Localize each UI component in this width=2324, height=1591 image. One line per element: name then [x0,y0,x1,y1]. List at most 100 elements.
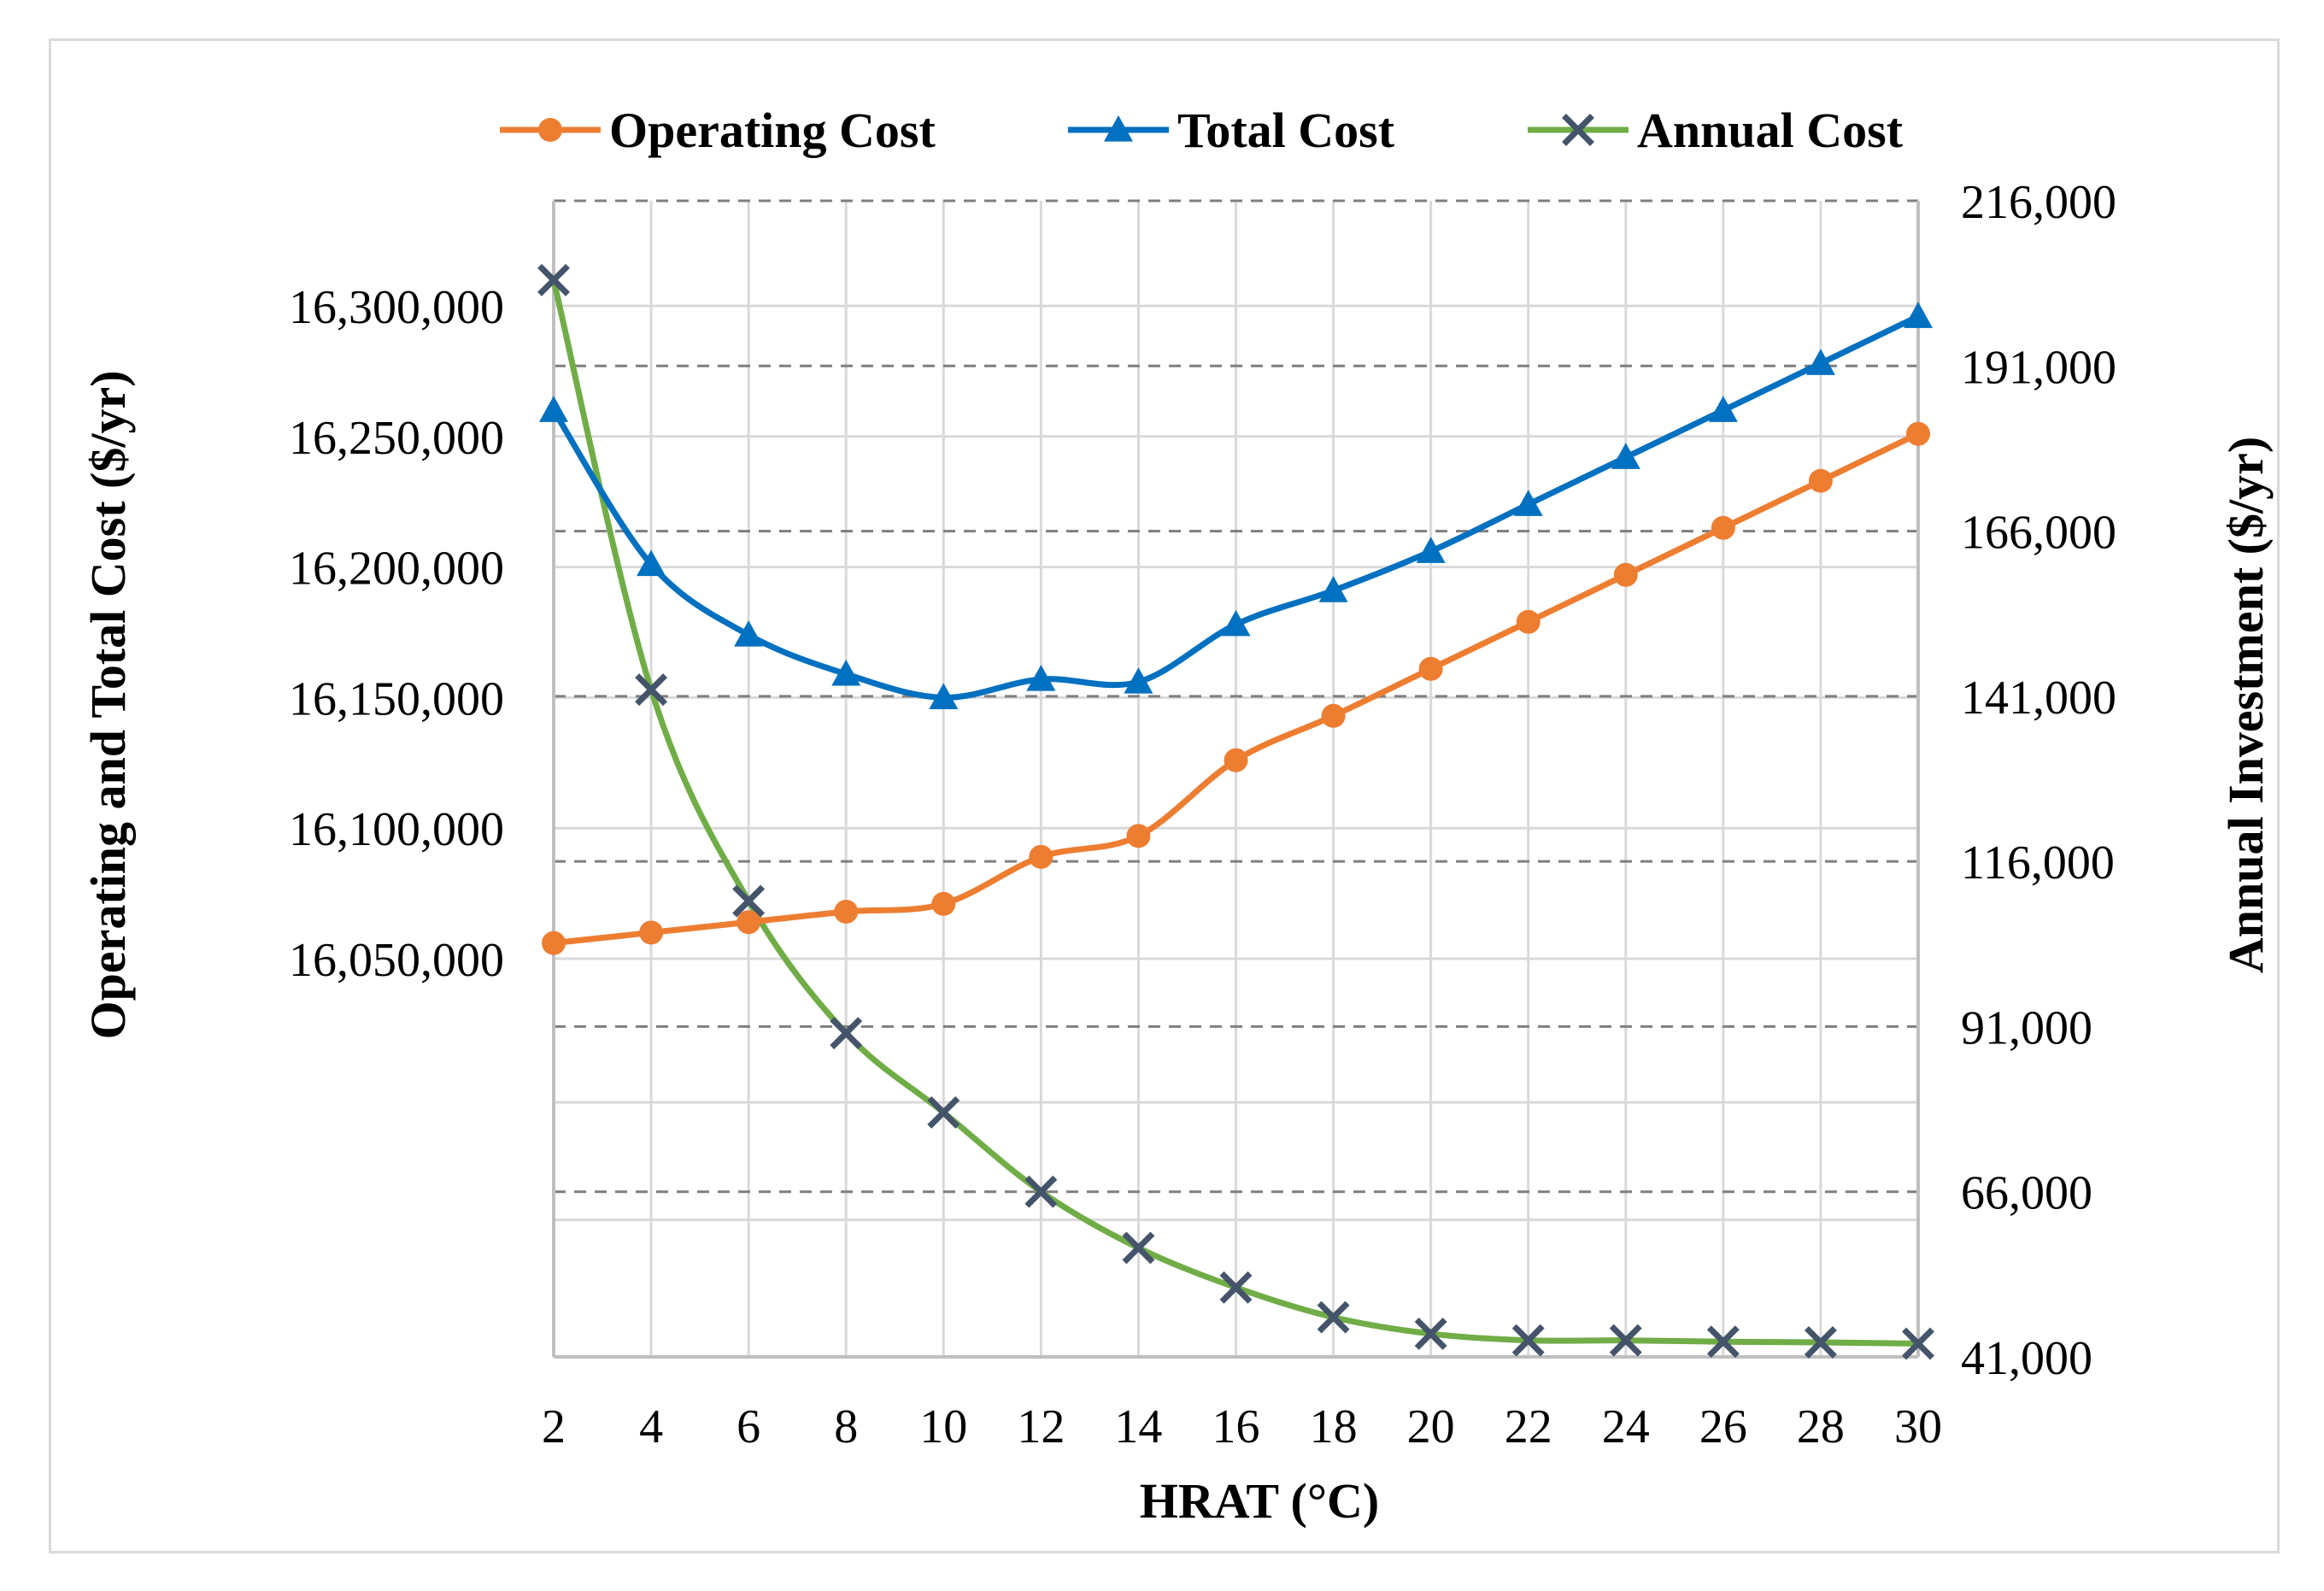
legend-item-annual-cost: Annual Cost [1528,103,1904,158]
y-right-tick-label: 66,000 [1961,1167,2092,1220]
x-tick-label: 14 [1114,1400,1162,1453]
right-axis-gridlines [554,199,1918,1194]
operating-cost-point [737,910,761,935]
total-cost-point [1416,537,1446,563]
legend-item-operating-cost: Operating Cost [500,103,936,158]
x-tick-label: 16 [1212,1400,1260,1453]
operating-cost-point [1126,824,1151,848]
y-axis-right-title: Annual Investment ($/yr) [2218,437,2274,973]
operating-cost-point [1321,703,1346,728]
x-tick-label: 6 [737,1400,760,1453]
x-marker-stroke [1024,1175,1058,1208]
total-cost-point [1513,490,1543,516]
total-cost-point [1221,609,1251,637]
total-cost-point [1611,443,1640,469]
total-cost-point [929,683,959,709]
total-cost-point [831,659,861,686]
annual-cost-point [537,263,570,296]
y-left-tick-label: 16,250,000 [289,412,504,465]
y-axis-left-title: Operating and Total Cost ($/yr) [80,370,136,1039]
operating-cost-point [1418,656,1443,681]
y-right-tick-label: 216,000 [1961,176,2116,229]
x-tick-label: 2 [542,1400,566,1453]
annual-cost-point [635,673,668,707]
axes [552,201,1920,1359]
total-cost-point [539,396,568,422]
total-cost-point [1124,667,1153,694]
legend-swatch-marker [1104,115,1133,142]
total-cost-point [1904,302,1933,328]
x-tick-label: 24 [1602,1400,1650,1453]
x-tick-label: 10 [919,1400,967,1453]
y-left-tick-label: 16,200,000 [289,543,504,596]
legend-swatch-marker [1562,114,1594,146]
y-right-tick-label: 141,000 [1961,672,2116,725]
y-right-tick-label: 91,000 [1961,1001,2092,1054]
x-marker-stroke [1804,1326,1837,1359]
y-right-tick-label: 191,000 [1961,341,2116,394]
annual-cost-point [1706,1325,1740,1359]
operating-cost-point [1029,844,1053,869]
operating-cost-point [1711,515,1735,540]
x-marker-stroke [1902,1327,1934,1360]
total-cost-point [1026,665,1056,691]
y-left-tick-label: 16,050,000 [289,934,504,987]
ticks: 2 4 6 8 10 12 14 16 18 20 22 24 26 28 3016,050,00016,1… [289,176,2116,1453]
legend: Operating Cost Total Cost Annual Cost [500,103,1904,158]
x-tick-label: 12 [1017,1400,1065,1453]
y-left-tick-label: 16,300,000 [289,281,504,334]
x-marker-stroke [1219,1271,1253,1304]
operating-cost-point [1224,748,1248,772]
x-tick-label: 8 [834,1400,858,1453]
annual-cost-point [1219,1271,1253,1304]
annual-cost-point [1414,1317,1447,1350]
x-marker-stroke [1511,1324,1545,1357]
x-tick-label: 26 [1699,1400,1747,1453]
x-marker-stroke [830,1017,863,1050]
x-tick-label: 22 [1505,1400,1552,1453]
x-tick-label: 28 [1797,1400,1845,1453]
total-cost-point [1708,396,1738,422]
grid [554,201,1920,1357]
total-cost-point [1805,349,1835,375]
operating-cost-point [1516,609,1541,634]
annual-cost-point [1122,1231,1155,1265]
annual-cost-point [1317,1300,1350,1334]
total-cost-point [734,620,764,647]
legend-item-total-cost: Total Cost [1068,103,1395,158]
legend-label: Operating Cost [609,103,936,158]
operating-cost-point [931,891,956,916]
x-tick-label: 4 [639,1400,663,1453]
annual-cost-series [537,263,1934,1360]
series-layer [537,263,1934,1360]
operating-cost-point [1613,562,1638,587]
y-left-tick-label: 16,150,000 [289,672,504,725]
x-marker-stroke [635,673,668,707]
legend-label: Annual Cost [1637,103,1904,158]
x-marker-stroke [537,263,570,296]
annual-cost-point [732,884,766,918]
x-marker-stroke [732,884,766,918]
legend-label: Total Cost [1177,103,1395,158]
total-cost-point [1318,576,1348,602]
chart-frame [49,38,2280,1553]
y-right-tick-label: 41,000 [1961,1332,2092,1385]
x-marker-stroke [1562,114,1594,146]
x-tick-label: 18 [1310,1400,1358,1453]
annual-cost-point [927,1095,960,1129]
operating-cost-point [834,899,859,924]
annual-cost-point [1511,1324,1545,1357]
annual-cost-point [1804,1326,1837,1359]
x-marker-stroke [1414,1317,1447,1350]
y-right-tick-label: 166,000 [1961,507,2116,560]
y-right-tick-label: 116,000 [1961,837,2115,889]
operating-cost-point [1906,421,1930,446]
x-marker-stroke [1122,1231,1155,1265]
legend-swatch-marker [538,118,562,142]
operating-cost-point [1808,468,1833,493]
operating-cost-series [542,421,1930,955]
x-marker-stroke [1317,1300,1350,1334]
y-left-tick-label: 16,100,000 [289,803,504,856]
x-axis-title: HRAT (°C) [1140,1473,1379,1529]
